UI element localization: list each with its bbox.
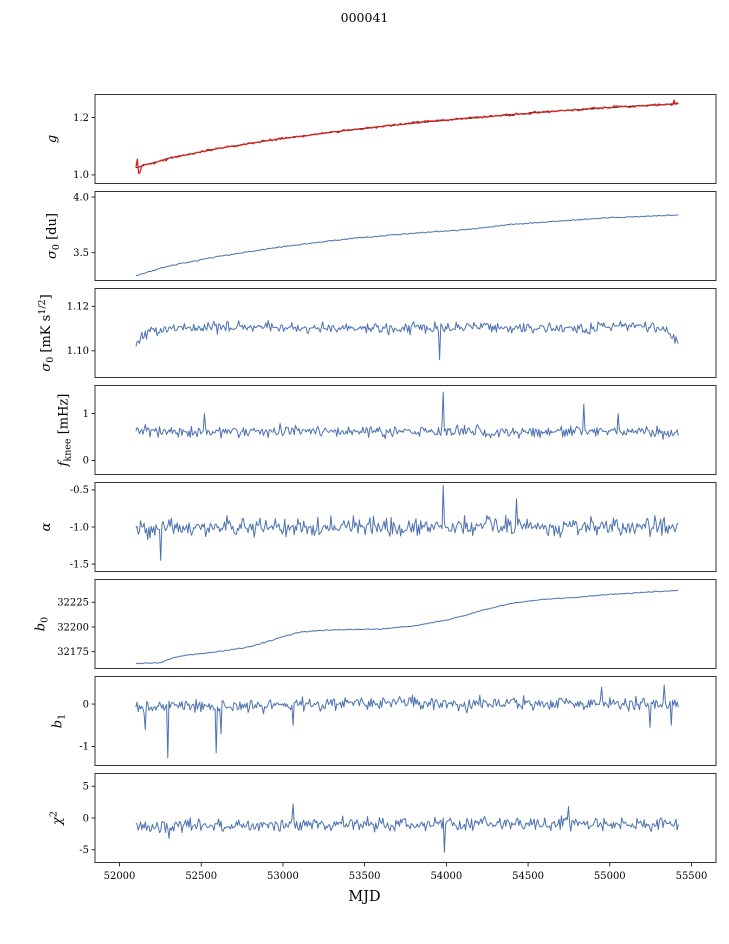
panel-fknee: 0 1 fknee [mHz]	[56, 385, 717, 475]
y-tick-label: 1.12	[67, 302, 89, 313]
x-tick-label: 52000	[104, 871, 136, 882]
x-tick-label: 55000	[594, 871, 626, 882]
y-tick-label: 32175	[57, 647, 89, 658]
panel-g: 1.0 1.2 g	[45, 94, 717, 184]
series-b0-b0	[135, 589, 679, 665]
series-chi2-chi2	[135, 803, 679, 853]
ylabel-g: g	[45, 135, 60, 143]
ylabel-chi2: χ2	[49, 811, 66, 826]
panel-alpha: -1.5 -1.0 -0.5 α	[39, 482, 717, 572]
panel-frame	[94, 385, 717, 475]
panel-frame	[94, 94, 717, 184]
y-tick-label: 5	[83, 782, 89, 793]
panel-frame	[94, 191, 717, 281]
x-tick-label: 54500	[512, 871, 544, 882]
y-tick-label: 0	[83, 699, 89, 710]
ylabel-alpha: α	[39, 522, 54, 531]
y-tick-label: 32225	[57, 598, 89, 609]
panel-sigma0-mk: 1.10 1.12 σ0 [mK s1/2]	[37, 288, 717, 378]
series-alpha-alpha	[135, 485, 679, 561]
y-tick-label: 32200	[57, 622, 89, 633]
panel-b0: 32175 32200 32225 b0	[34, 579, 717, 669]
series-g-fit	[135, 103, 679, 169]
y-tick-label: -1.5	[70, 559, 89, 570]
x-tick-label: 53500	[349, 871, 381, 882]
panel-frame	[94, 579, 717, 669]
y-tick-label: 1.0	[73, 170, 89, 181]
figure-title: 000041	[340, 10, 389, 25]
y-tick-label: 4.0	[73, 192, 89, 203]
panel-frame	[94, 288, 717, 378]
x-tick-label: 52500	[185, 871, 217, 882]
y-tick-label: 1.10	[67, 346, 89, 357]
panel-sigma0-du: 3.5 4.0 σ0 [du]	[45, 191, 717, 281]
y-tick-label: -1.0	[70, 522, 89, 533]
x-tick-label: 54000	[430, 871, 462, 882]
ylabel-sigma0-du: σ0 [du]	[45, 213, 62, 259]
ylabel-sigma0-mk: σ0 [mK s1/2]	[37, 294, 56, 371]
series-b1-b1	[135, 684, 679, 759]
y-tick-label: 1.2	[73, 113, 89, 124]
y-tick-label: 3.5	[73, 248, 89, 259]
y-tick-label: 0	[83, 813, 89, 824]
multi-panel-chart: 1.0 1.2 g 3.5 4.0 σ0 [du] 1.10 1.12 σ0 [mK s1/2]…	[0, 94, 729, 887]
series-g-data	[135, 99, 679, 175]
y-tick-label: -0.5	[70, 485, 89, 496]
series-fknee-fknee	[135, 391, 679, 440]
panel-b1: -1 0 b1	[51, 676, 717, 766]
ylabel-b1: b1	[51, 714, 68, 728]
x-tick-label: 53000	[267, 871, 299, 882]
panel-chi2: -5 0 5 χ2 52000 52500 53000 53500 54000 54500 5500…	[49, 773, 717, 882]
y-tick-label: -1	[79, 742, 89, 753]
series-sigma0-mk-sigma0mk	[135, 320, 679, 361]
x-axis-label: MJD	[348, 889, 381, 905]
y-tick-label: 0	[83, 456, 89, 467]
ylabel-fknee: fknee [mHz]	[56, 394, 73, 468]
y-tick-label: -5	[79, 845, 89, 856]
ylabel-b0: b0	[34, 617, 51, 631]
series-sigma0-du-sigma0du	[135, 214, 679, 276]
y-tick-label: 1	[83, 409, 89, 420]
panel-frame	[94, 676, 717, 766]
x-tick-label: 55500	[676, 871, 708, 882]
